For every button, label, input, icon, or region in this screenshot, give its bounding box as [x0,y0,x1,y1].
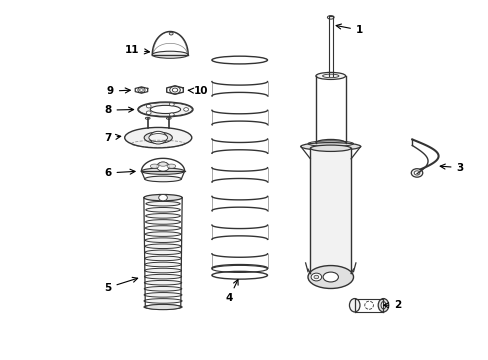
Circle shape [157,162,169,171]
Ellipse shape [310,145,350,152]
Ellipse shape [144,293,182,297]
Ellipse shape [144,262,181,267]
Circle shape [413,171,419,175]
Ellipse shape [144,256,181,261]
Ellipse shape [310,270,350,277]
Circle shape [310,273,321,281]
Ellipse shape [145,304,181,310]
Ellipse shape [146,195,180,200]
Circle shape [169,86,180,94]
Circle shape [183,108,188,111]
Ellipse shape [145,202,180,206]
Ellipse shape [150,105,180,113]
Ellipse shape [145,244,181,248]
Circle shape [159,194,167,201]
Ellipse shape [145,220,180,224]
Ellipse shape [144,280,182,285]
Ellipse shape [152,51,188,58]
Ellipse shape [322,74,338,78]
Ellipse shape [145,226,180,230]
Ellipse shape [144,287,182,291]
Circle shape [313,275,318,279]
Circle shape [146,104,151,108]
Text: 11: 11 [124,45,149,55]
Text: 10: 10 [188,86,208,96]
Circle shape [172,88,177,92]
Ellipse shape [138,102,193,117]
Text: 7: 7 [104,133,121,143]
Ellipse shape [144,176,181,182]
Circle shape [149,131,166,144]
Text: 4: 4 [225,280,238,303]
Ellipse shape [315,72,345,80]
Text: 8: 8 [104,105,133,115]
Text: 3: 3 [439,163,463,173]
FancyBboxPatch shape [310,148,350,274]
Ellipse shape [143,305,182,309]
Ellipse shape [144,268,181,273]
Ellipse shape [377,298,388,312]
Ellipse shape [148,134,167,142]
Ellipse shape [166,117,171,119]
Text: 5: 5 [104,277,137,293]
Text: 6: 6 [104,168,135,178]
Ellipse shape [150,164,159,168]
Circle shape [410,169,422,177]
Ellipse shape [124,127,191,148]
Text: 9: 9 [106,86,130,96]
Circle shape [169,102,174,106]
Ellipse shape [145,207,180,212]
Ellipse shape [327,15,333,19]
Ellipse shape [144,250,181,255]
Ellipse shape [145,238,181,243]
Ellipse shape [145,117,150,119]
Ellipse shape [144,132,172,143]
Ellipse shape [315,139,345,147]
Ellipse shape [145,213,180,218]
Ellipse shape [143,299,182,303]
Ellipse shape [307,266,353,288]
Circle shape [146,111,151,114]
Ellipse shape [141,168,184,174]
Ellipse shape [144,274,181,279]
Ellipse shape [300,143,360,150]
Ellipse shape [143,194,182,201]
Ellipse shape [323,272,338,282]
Ellipse shape [349,298,359,312]
Text: 2: 2 [383,300,401,310]
Ellipse shape [167,164,175,168]
Circle shape [140,89,143,91]
Ellipse shape [159,162,167,166]
Ellipse shape [145,232,181,237]
Circle shape [169,32,173,35]
Text: 1: 1 [335,24,363,35]
Ellipse shape [380,302,385,309]
Circle shape [169,113,174,117]
Circle shape [138,87,145,93]
